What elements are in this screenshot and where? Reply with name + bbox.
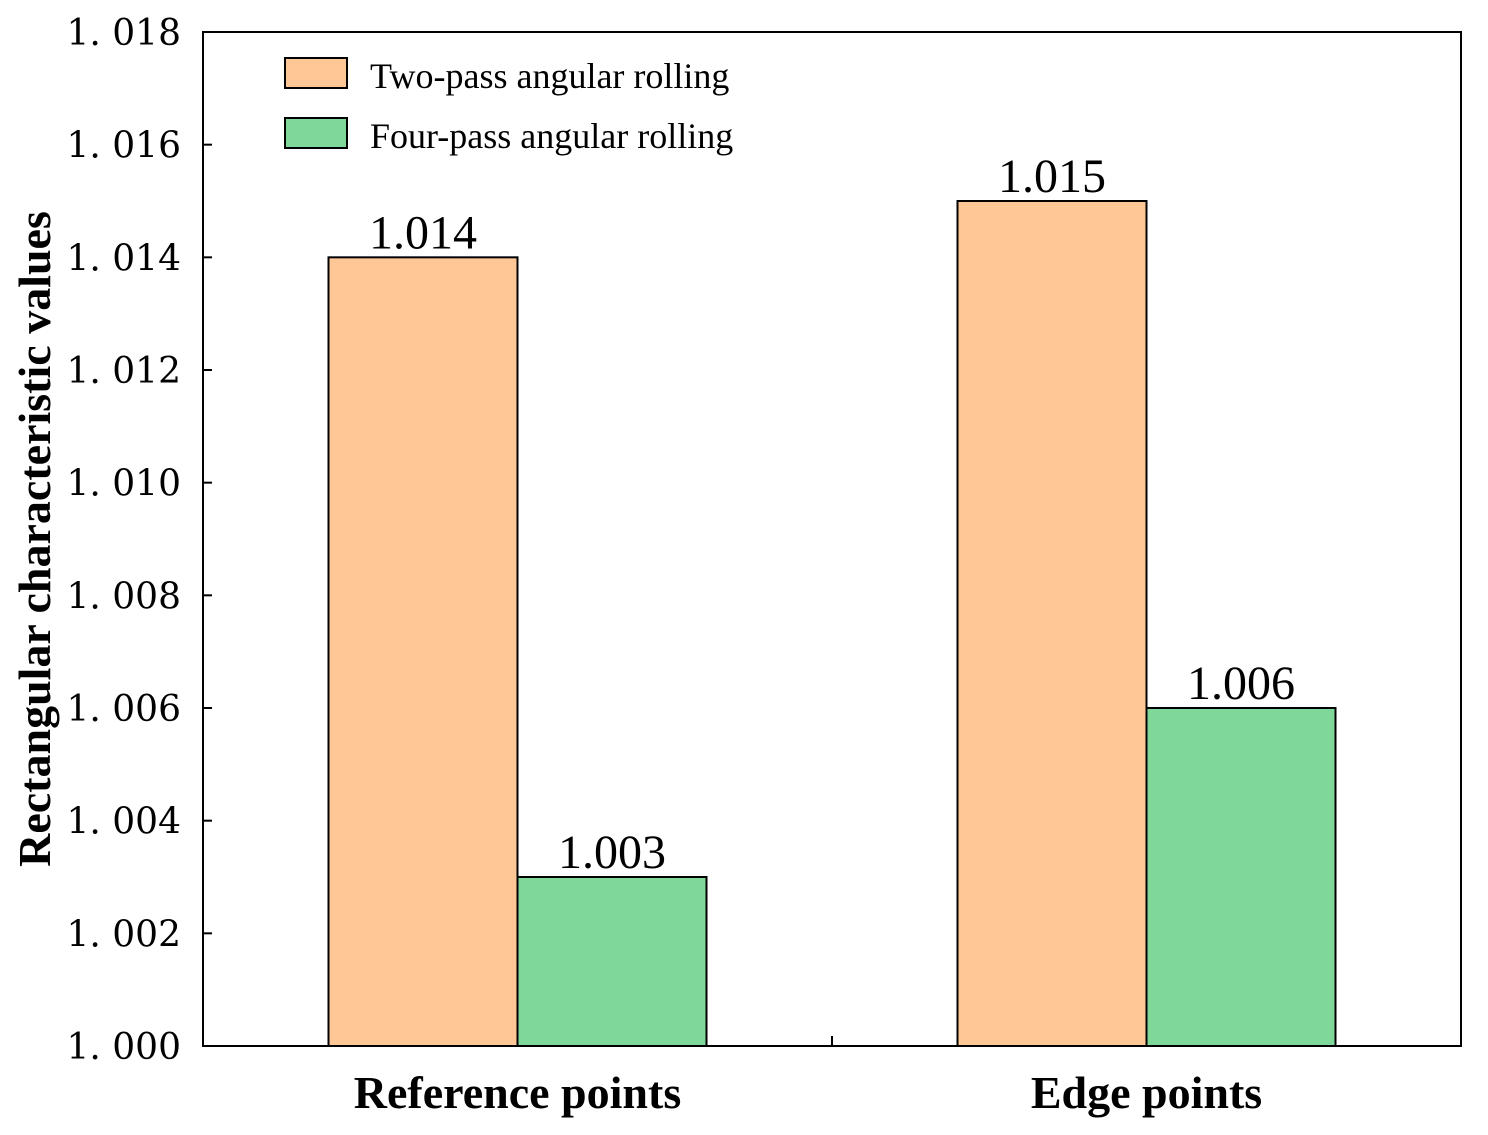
bar-value-label: 1.014 [369, 206, 477, 259]
bar-value-label: 1.015 [998, 150, 1106, 203]
y-tick-label: 1. 004 [66, 802, 181, 843]
y-tick-label: 1. 010 [66, 464, 181, 505]
legend-swatch [284, 57, 348, 89]
y-axis-label: Rectangular characteristic values [9, 211, 60, 867]
y-tick-label: 1. 014 [66, 238, 181, 279]
x-category-label: Reference points [354, 1067, 681, 1118]
y-tick-label: 1. 018 [66, 13, 181, 54]
y-tick-label: 1. 006 [66, 689, 181, 730]
bar-value-label: 1.003 [558, 826, 666, 879]
y-tick-label: 1. 000 [66, 1027, 181, 1068]
bar [956, 200, 1148, 1047]
legend-label: Two-pass angular rolling [370, 56, 729, 96]
y-axis: 1. 000 1. 002 1. 004 1. 006 1. 008 1. 010 1. 0… [66, 13, 212, 1068]
legend-label: Four-pass angular rolling [370, 116, 733, 156]
x-category-label: Edge points [1031, 1067, 1262, 1118]
y-tick-label: 1. 012 [66, 351, 181, 392]
bar-value-label: 1.006 [1187, 657, 1295, 710]
bar [1145, 707, 1337, 1047]
legend-swatch [284, 117, 348, 149]
y-tick-label: 1. 008 [66, 576, 181, 617]
bar [327, 256, 519, 1048]
bars-group: 1.014 1.003 1.015 1.006 [327, 150, 1337, 1048]
y-tick-label: 1. 002 [66, 914, 181, 955]
y-tick-label: 1. 016 [66, 126, 181, 167]
legend: Two-pass angular rolling Four-pass angula… [284, 56, 733, 156]
bar [516, 876, 708, 1047]
x-axis: Reference points Edge points [354, 1036, 1262, 1118]
